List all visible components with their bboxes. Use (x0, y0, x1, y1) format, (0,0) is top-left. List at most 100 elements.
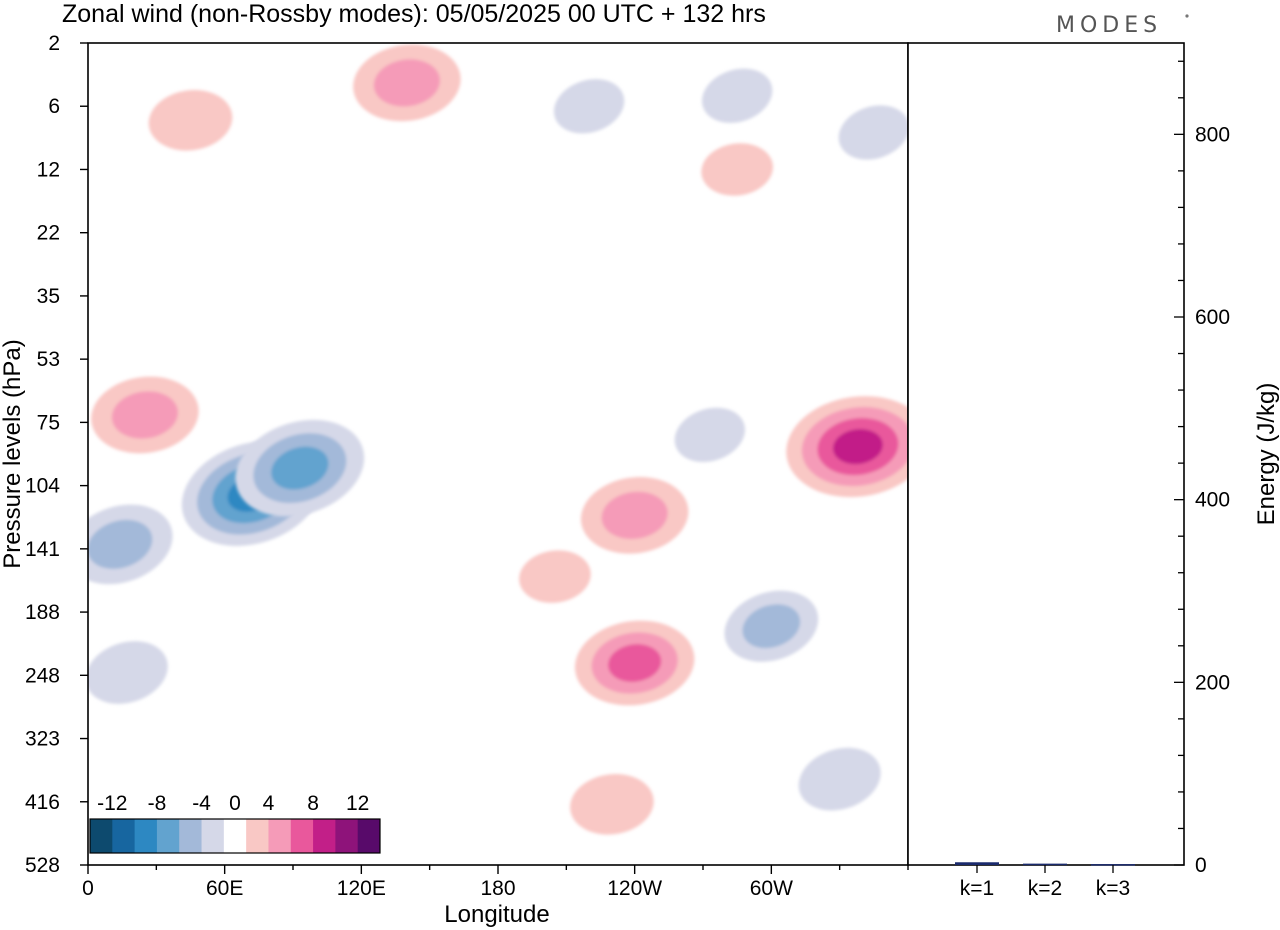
wind-anomaly-blob (798, 747, 881, 811)
colorbar-swatch (156, 819, 180, 853)
colorbar-swatch (357, 819, 381, 853)
x-tick-label: 60W (750, 877, 793, 900)
energy-bar (1091, 864, 1135, 866)
y-tick-label: 35 (37, 285, 60, 308)
energy-y-tick-label: 200 (1195, 671, 1230, 694)
contour-level (838, 105, 908, 160)
colorbar-label: 4 (263, 792, 275, 815)
contour-level (601, 491, 668, 539)
wind-anomaly-blob (91, 376, 199, 454)
colorbar-swatch (90, 819, 113, 853)
wind-anomaly-blob (580, 476, 689, 554)
wind-anomaly-blob (148, 90, 233, 151)
wind-anomaly-blob (724, 590, 819, 662)
colorbar-label: 12 (346, 792, 369, 815)
wind-anomaly-blob (838, 105, 908, 160)
contour-level (742, 604, 801, 649)
energy-category-label: k=1 (960, 877, 994, 900)
modes-logo: MODES (1056, 13, 1162, 38)
x-tick-label: 120E (337, 877, 386, 900)
colorbar-frame (89, 818, 381, 854)
wind-anomaly-blob (674, 407, 746, 462)
colorbar-swatch (112, 819, 136, 853)
colorbar-swatch (335, 819, 359, 853)
y-tick-label: 2 (48, 32, 60, 55)
contour-level (88, 641, 168, 704)
colorbar-label: -4 (192, 792, 211, 815)
colorbar-swatch (313, 819, 336, 853)
contour-level (798, 747, 881, 811)
contour-level (519, 550, 591, 603)
colorbar-swatch (134, 819, 158, 853)
contour-level (111, 391, 179, 439)
colorbar-swatch (223, 819, 247, 853)
colorbar-swatch (290, 819, 314, 853)
energy-y-tick-label: 0 (1195, 854, 1207, 877)
energy-panel-frame (907, 42, 1185, 866)
colorbar-swatch (201, 819, 225, 853)
colorbar-swatch (246, 819, 269, 853)
energy-category-label: k=3 (1096, 877, 1130, 900)
y-tick-label: 188 (25, 601, 60, 624)
energy-y-tick-label: 600 (1195, 306, 1230, 329)
y-tick-label: 12 (37, 158, 60, 181)
y-tick-label: 141 (25, 538, 60, 561)
y-tick-label: 528 (25, 854, 60, 877)
contour-level (570, 774, 654, 835)
energy-bar-chart: 0 200 400 600 800 k=1 k=2 k=3 (955, 60, 1230, 900)
y-tick-label: 75 (37, 411, 60, 434)
y-tick-label: 6 (48, 95, 60, 118)
x-axis-label: Longitude (444, 901, 549, 928)
contour-level (674, 407, 746, 462)
colorbar-swatch (268, 819, 292, 853)
colorbar-swatch (179, 819, 203, 853)
y-tick-label: 22 (37, 222, 60, 245)
colorbar-label: -8 (148, 792, 167, 815)
wind-anomaly-blob (570, 774, 654, 835)
x-tick-label: 0 (82, 877, 94, 900)
logo-mark-icon (1185, 14, 1189, 18)
longitude-axis: 0 60E 120E 180 120W 60W (82, 865, 909, 900)
x-tick-label: 120W (607, 877, 662, 900)
x-tick-label: 180 (480, 877, 515, 900)
y-tick-label: 323 (25, 728, 60, 751)
colorbar-label: 8 (307, 792, 319, 815)
heatmap-field (88, 44, 908, 835)
y-tick-label: 104 (25, 475, 60, 498)
pressure-axis: 2 6 12 22 35 53 75 104 141 188 248 323 416 528 (25, 32, 88, 877)
wind-anomaly-blob (574, 620, 695, 706)
energy-y-tick-label: 800 (1195, 123, 1230, 146)
wind-anomaly-blob (88, 641, 168, 704)
energy-bar (955, 862, 999, 865)
x-tick-label: 60E (206, 877, 243, 900)
wind-anomaly-blob (553, 79, 625, 134)
contour-level (88, 519, 153, 569)
contour-level (832, 429, 883, 465)
colorbar: -12 -8 -4 0 4 8 12 (89, 792, 381, 854)
contour-level (608, 644, 662, 682)
colorbar-label: 0 (229, 792, 241, 815)
heatmap-background (88, 43, 908, 865)
energy-category-label: k=2 (1028, 877, 1062, 900)
wind-anomaly-blob (88, 504, 173, 585)
contour-level (271, 446, 329, 490)
y-tick-label: 248 (25, 664, 60, 687)
contour-level (701, 143, 773, 196)
wind-anomaly-blob (235, 419, 365, 517)
y-tick-label: 53 (37, 348, 60, 371)
energy-y-tick-label: 400 (1195, 489, 1230, 512)
energy-bar (1023, 863, 1067, 866)
contour-level (148, 90, 233, 151)
energy-axis-label: Energy (J/kg) (1253, 383, 1280, 526)
wind-anomaly-blob (786, 396, 908, 498)
wind-anomaly-blob (519, 550, 591, 603)
wind-anomaly-blob (701, 68, 773, 123)
contour-level (701, 68, 773, 123)
y-axis-label: Pressure levels (hPa) (0, 339, 26, 568)
contour-level (553, 79, 625, 134)
wind-anomaly-blob (353, 44, 461, 122)
chart-title: Zonal wind (non-Rossby modes): 05/05/202… (62, 0, 766, 28)
contour-level (373, 59, 440, 107)
colorbar-label: -12 (97, 792, 127, 815)
